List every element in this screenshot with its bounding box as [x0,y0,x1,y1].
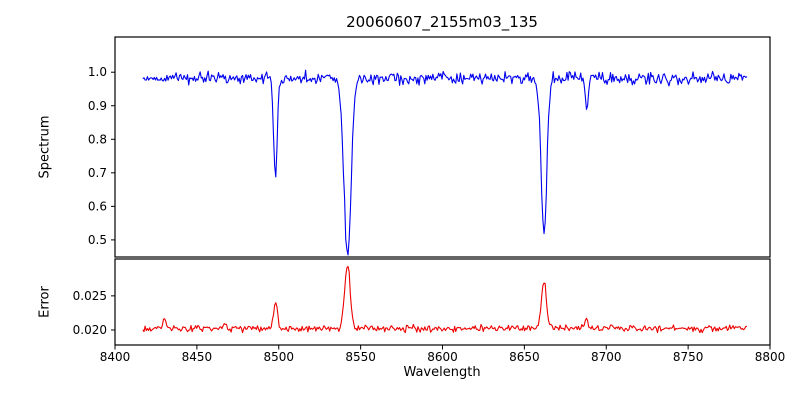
spectrum-y-tick-label: 0.5 [88,233,107,247]
x-axis-label: Wavelength [403,365,481,380]
spectrum-panel-frame [114,36,771,258]
error-panel-frame [114,258,771,346]
x-tick-label: 8650 [509,350,540,364]
x-tick-label: 8600 [427,350,458,364]
x-tick-label: 8800 [755,350,786,364]
error-line [142,265,748,334]
x-tick-label: 8450 [182,350,213,364]
spectrum-line [142,69,748,256]
x-tick-label: 8400 [100,350,131,364]
x-tick-label: 8550 [345,350,376,364]
x-tick-label: 8500 [263,350,294,364]
spectrum-y-tick-label: 1.0 [88,65,107,79]
error-y-tick-label: 0.025 [73,289,107,303]
x-tick-label: 8750 [673,350,704,364]
spectrum-y-tick-label: 0.9 [88,99,107,113]
chart-title: 20060607_2155m03_135 [346,13,538,31]
spectrum-y-tick-label: 0.7 [88,166,107,180]
spectrum-y-tick-label: 0.8 [88,132,107,146]
error-y-tick-label: 0.020 [73,323,107,337]
spectrum-y-tick-label: 0.6 [88,199,107,213]
x-tick-label: 8700 [591,350,622,364]
